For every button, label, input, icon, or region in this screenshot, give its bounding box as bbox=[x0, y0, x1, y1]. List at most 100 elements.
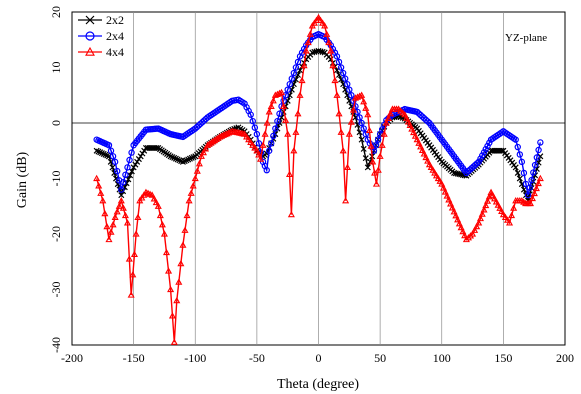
data-point bbox=[487, 188, 495, 196]
data-point bbox=[476, 214, 485, 222]
data-point bbox=[175, 278, 183, 285]
data-point bbox=[191, 174, 199, 182]
data-point bbox=[290, 147, 298, 154]
data-point bbox=[97, 189, 105, 196]
data-point bbox=[484, 142, 491, 150]
data-point bbox=[95, 148, 102, 155]
data-point bbox=[294, 110, 302, 117]
y-tick-label: -30 bbox=[49, 282, 63, 298]
data-point bbox=[434, 174, 442, 182]
data-point bbox=[520, 186, 527, 193]
x-tick-label: 150 bbox=[494, 351, 512, 365]
data-point bbox=[99, 196, 107, 204]
data-point bbox=[418, 146, 426, 153]
data-point bbox=[362, 130, 369, 138]
data-point bbox=[482, 145, 489, 153]
data-point bbox=[360, 125, 367, 132]
data-point bbox=[420, 115, 428, 122]
data-point bbox=[118, 186, 125, 193]
data-point bbox=[343, 163, 351, 171]
data-point bbox=[325, 38, 333, 46]
data-point bbox=[153, 144, 160, 151]
data-point bbox=[107, 228, 115, 235]
data-point bbox=[85, 15, 95, 25]
data-point bbox=[183, 157, 190, 164]
data-point bbox=[168, 312, 176, 319]
data-point bbox=[463, 169, 470, 177]
data-point bbox=[115, 202, 123, 209]
data-point bbox=[422, 116, 430, 124]
data-point bbox=[331, 76, 339, 84]
data-point bbox=[536, 174, 544, 182]
data-point bbox=[98, 150, 105, 157]
x-tick-label: -50 bbox=[249, 351, 265, 365]
data-point bbox=[345, 130, 353, 137]
x-tick-label: -200 bbox=[61, 351, 83, 365]
data-point bbox=[183, 211, 191, 219]
data-point bbox=[469, 230, 477, 237]
data-point bbox=[292, 64, 300, 71]
data-point bbox=[93, 147, 100, 154]
data-point bbox=[139, 150, 146, 157]
data-point bbox=[186, 155, 193, 162]
data-point bbox=[274, 117, 281, 125]
data-point bbox=[419, 113, 426, 120]
data-point bbox=[187, 189, 195, 196]
data-point bbox=[119, 204, 127, 211]
data-point bbox=[255, 151, 263, 158]
data-point bbox=[427, 163, 435, 171]
data-point bbox=[195, 159, 203, 167]
data-point bbox=[335, 110, 343, 117]
y-tick-label: -20 bbox=[49, 226, 63, 242]
data-point bbox=[514, 143, 521, 151]
data-point bbox=[535, 159, 542, 166]
data-point bbox=[471, 226, 479, 233]
data-point bbox=[342, 75, 349, 82]
data-point bbox=[501, 213, 509, 220]
data-point bbox=[415, 110, 423, 117]
data-point bbox=[475, 219, 483, 226]
data-point bbox=[181, 158, 188, 165]
data-point bbox=[177, 259, 185, 267]
data-point bbox=[181, 226, 189, 233]
data-point bbox=[190, 154, 197, 161]
data-point bbox=[171, 154, 178, 161]
data-point bbox=[447, 200, 455, 207]
data-point bbox=[97, 149, 104, 156]
data-point bbox=[339, 147, 347, 154]
data-point bbox=[333, 53, 341, 60]
data-point bbox=[477, 155, 484, 162]
data-point bbox=[124, 164, 131, 171]
data-point bbox=[298, 76, 306, 84]
data-point bbox=[120, 178, 127, 186]
data-point bbox=[255, 140, 263, 147]
data-point bbox=[113, 208, 121, 215]
data-point bbox=[425, 160, 433, 168]
data-point bbox=[526, 199, 535, 207]
data-point bbox=[512, 136, 519, 143]
data-point bbox=[125, 255, 133, 262]
legend-item-2x4: 2x4 bbox=[78, 29, 124, 43]
data-point bbox=[352, 103, 359, 110]
data-point bbox=[199, 119, 206, 126]
data-point bbox=[148, 191, 156, 198]
series-group bbox=[93, 13, 544, 345]
data-point bbox=[470, 163, 477, 170]
data-point bbox=[362, 104, 370, 111]
data-point bbox=[122, 171, 129, 178]
data-point bbox=[311, 48, 318, 55]
y-tick-label: -10 bbox=[49, 171, 63, 187]
data-point bbox=[286, 170, 294, 177]
data-point bbox=[514, 169, 521, 176]
data-point bbox=[520, 169, 528, 177]
legend-item-4x4: 4x4 bbox=[78, 45, 124, 59]
data-point bbox=[510, 204, 518, 211]
data-point bbox=[422, 153, 430, 161]
data-point bbox=[105, 235, 113, 243]
data-point bbox=[384, 114, 392, 122]
data-point bbox=[95, 182, 103, 189]
data-point bbox=[479, 152, 486, 159]
data-point bbox=[503, 216, 512, 223]
data-point bbox=[241, 130, 249, 137]
